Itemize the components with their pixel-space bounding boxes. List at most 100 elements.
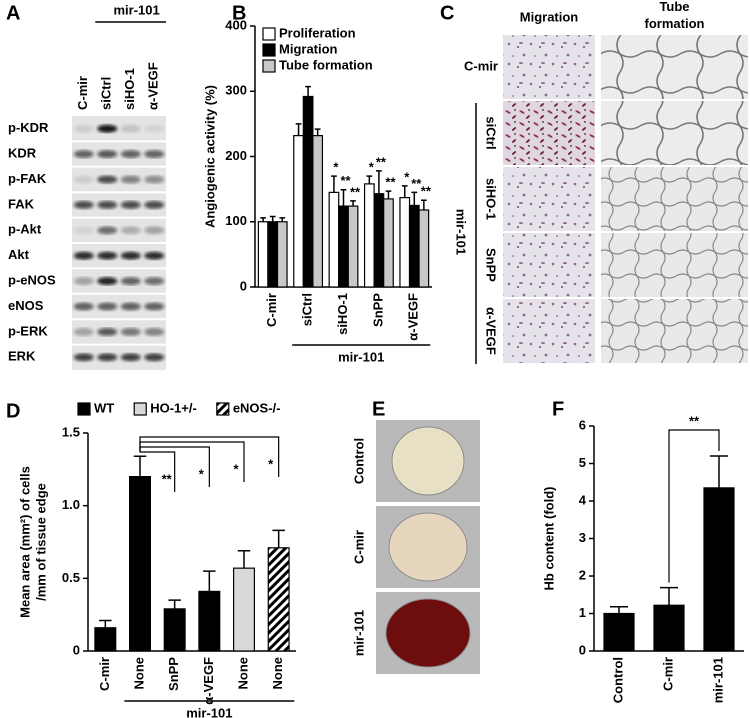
legend-label: Tube formation [279, 57, 373, 72]
significance: ** [411, 176, 422, 191]
group-label: mir-101 [454, 209, 469, 255]
bar [129, 476, 152, 652]
migration-image [503, 299, 595, 363]
row-label: Control [351, 438, 366, 484]
blot-band [120, 302, 141, 311]
plug [391, 426, 465, 496]
bar [347, 205, 359, 288]
tube-image [601, 35, 748, 99]
significance: ** [385, 175, 396, 190]
error-bar [203, 570, 216, 592]
y-tick-label: 300 [225, 83, 247, 98]
blot-band [144, 353, 165, 362]
x-tick-label: SnPP [166, 657, 181, 691]
error-bar [340, 189, 347, 207]
migration-image [503, 167, 595, 231]
blot-row-label: p-ERK [8, 323, 48, 338]
error-bar [401, 185, 408, 198]
error-bar [260, 217, 267, 222]
error-bar [279, 217, 286, 222]
blot-band [97, 150, 118, 159]
x-tick-label: α-VEGF [406, 293, 421, 341]
blot-band [120, 200, 141, 209]
blot-band [120, 150, 141, 159]
row-label: SnPP [484, 248, 499, 282]
error-bar [710, 455, 728, 488]
migration-image [503, 35, 595, 99]
bar [233, 567, 256, 652]
bar [399, 197, 411, 288]
group-label: mir-101 [114, 2, 160, 17]
x-tick-label: C-mir [264, 293, 279, 327]
legend-label: Proliferation [279, 25, 356, 40]
blot-band [144, 150, 165, 159]
y-tick-label: 0 [579, 642, 586, 657]
blot-band [144, 175, 165, 184]
x-tick-label: siCtrl [300, 293, 315, 326]
panel-letter: C [440, 2, 454, 24]
x-tick-label: Control [610, 657, 625, 703]
bar [94, 627, 117, 652]
blot-band [73, 150, 94, 159]
blot-band [97, 200, 118, 209]
bar [418, 209, 430, 288]
legend-label: WT [94, 400, 114, 415]
group-label: mir-101 [186, 705, 232, 718]
blot-row-label: Akt [8, 247, 30, 262]
error-bar [660, 586, 678, 606]
bar [338, 205, 349, 288]
bar [363, 183, 375, 288]
y-tick-label: 1.0 [62, 497, 80, 512]
bar [373, 193, 385, 288]
bar [653, 604, 685, 652]
bar [383, 198, 394, 288]
x-tick-label: siHO-1 [335, 293, 350, 335]
row-label: siHO-1 [484, 178, 499, 220]
bar [408, 204, 420, 288]
blot-lane-label: siCtrl [99, 77, 114, 110]
row-label: C-mir [351, 530, 366, 564]
error-bar [350, 200, 356, 207]
blot-band [144, 327, 165, 336]
y-tick-label: 1 [579, 605, 586, 620]
blot-band [73, 327, 94, 336]
bar [257, 221, 269, 288]
y-tick-label: 2 [579, 567, 586, 582]
legend-swatch [216, 402, 230, 416]
blot-lane-label: siHO-1 [122, 68, 137, 110]
bar [163, 608, 186, 652]
blot-band [144, 200, 165, 209]
bar [603, 612, 635, 652]
significance: ** [340, 173, 351, 188]
tube-image [601, 101, 748, 165]
blot-band [144, 302, 165, 311]
x-tick-label: None [131, 657, 146, 690]
legend-swatch [262, 59, 276, 73]
blot-band [97, 124, 118, 133]
bar [293, 135, 304, 288]
significance: ** [350, 184, 361, 199]
legend-swatch [262, 27, 276, 41]
y-tick-label: 0.5 [62, 570, 80, 585]
blot-row-label: p-eNOS [8, 273, 56, 288]
x-tick-label: mir-101 [710, 657, 725, 703]
error-bar [99, 619, 112, 628]
blot-row-label: FAK [8, 196, 35, 211]
error-bar [237, 549, 251, 569]
blot-band [97, 302, 118, 311]
tube-image [601, 233, 748, 297]
blot-band [120, 277, 141, 286]
blot-band [97, 327, 118, 336]
x-tick-label: None [235, 657, 250, 690]
blot-band [73, 175, 94, 184]
group-label: mir-101 [338, 349, 384, 364]
column-title: Migration [520, 9, 579, 24]
blot-band [144, 124, 165, 133]
panel-letter: F [552, 398, 564, 420]
blot-band [97, 353, 118, 362]
panel-letter: E [372, 398, 385, 420]
y-tick-label: 6 [579, 417, 586, 432]
blot-band [120, 251, 141, 260]
row-label: mir-101 [351, 610, 366, 656]
